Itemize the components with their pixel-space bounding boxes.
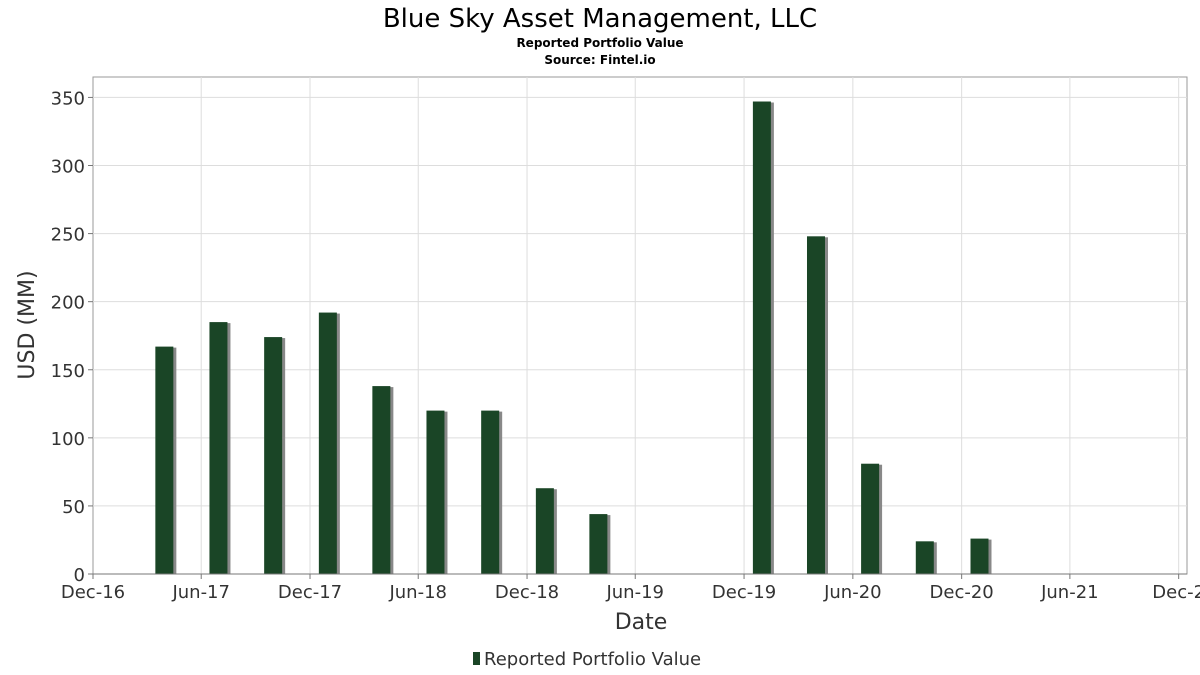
bar	[970, 538, 989, 574]
x-tick-label: Dec-2	[1152, 582, 1200, 603]
legend-swatch	[473, 652, 480, 665]
bar	[752, 101, 771, 575]
bar	[915, 541, 934, 574]
x-tick-label: Jun-20	[823, 582, 882, 603]
y-axis: 0 50 100 150 200 250 300 350	[51, 88, 93, 586]
x-tick-label: Dec-17	[278, 582, 342, 603]
x-tick-label: Jun-17	[171, 582, 230, 603]
x-tick-label: Dec-20	[930, 582, 994, 603]
x-tick-label: Jun-18	[388, 582, 447, 603]
bar	[535, 488, 554, 574]
y-tick-label: 0	[74, 565, 85, 586]
bar	[264, 337, 283, 574]
y-tick-label: 350	[51, 88, 85, 109]
legend: Reported Portfolio Value	[473, 649, 701, 670]
x-tick-label: Dec-19	[712, 582, 776, 603]
legend-label: Reported Portfolio Value	[484, 649, 701, 670]
bar	[426, 410, 445, 574]
chart-source: Source: Fintel.io	[544, 53, 655, 67]
y-axis-label: USD (MM)	[15, 270, 40, 379]
y-tick-label: 200	[51, 293, 85, 314]
bar	[155, 346, 174, 574]
bar	[318, 312, 337, 574]
bar	[806, 236, 825, 575]
y-tick-label: 250	[51, 225, 85, 246]
y-tick-label: 100	[51, 429, 85, 450]
y-tick-label: 150	[51, 361, 85, 382]
bar	[481, 410, 500, 574]
plot-area	[92, 76, 1188, 575]
x-tick-label: Jun-19	[605, 582, 664, 603]
bar	[589, 514, 608, 574]
bars	[155, 101, 992, 575]
x-axis: Dec-16 Jun-17 Dec-17 Jun-18 Dec-18 Jun-19 Dec-…	[61, 574, 1200, 603]
x-axis-label: Date	[615, 610, 668, 635]
bar	[861, 463, 880, 574]
y-tick-label: 300	[51, 157, 85, 178]
x-tick-label: Dec-16	[61, 582, 125, 603]
bar	[209, 322, 228, 574]
x-tick-label: Dec-18	[495, 582, 559, 603]
chart-title: Blue Sky Asset Management, LLC	[383, 4, 817, 34]
x-tick-label: Jun-21	[1040, 582, 1099, 603]
y-tick-label: 50	[62, 497, 85, 518]
chart-subtitle: Reported Portfolio Value	[516, 36, 683, 50]
bar	[372, 386, 391, 574]
